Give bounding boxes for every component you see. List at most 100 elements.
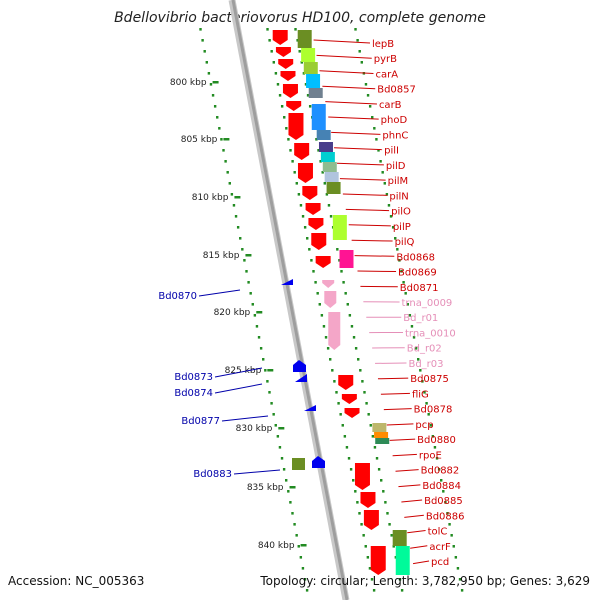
gene-label: pilQ [395, 237, 415, 248]
label-leader [357, 270, 397, 273]
tick-mark [278, 427, 285, 430]
cds-arrow-forward [341, 394, 357, 404]
track-dot [232, 204, 236, 207]
track-dot [369, 424, 372, 427]
label-leader [316, 54, 372, 59]
cds-arrow-forward [275, 47, 291, 57]
label-leader [380, 392, 410, 395]
category-block [372, 423, 387, 432]
track-dot [362, 534, 365, 537]
track-dot [419, 369, 422, 372]
category-block [324, 172, 339, 182]
gene-label: trna_0010 [405, 328, 456, 339]
gene-label: Bd_r02 [407, 344, 442, 355]
track-dot [218, 127, 221, 130]
tick-mark [300, 544, 307, 547]
track-dot [268, 39, 271, 42]
track-dot [346, 303, 349, 306]
gene-label: Bd0878 [414, 405, 453, 416]
gene-label: pyrB [374, 54, 397, 65]
accession-text: Accession: NC_005363 [8, 574, 145, 588]
track-dot [368, 105, 372, 108]
label-leader [233, 469, 281, 475]
track-dot [402, 281, 405, 284]
tick-mark [223, 138, 230, 141]
track-dot [368, 567, 372, 570]
track-dot [340, 270, 343, 273]
gene-label: Bd0886 [426, 511, 465, 522]
track-dot [435, 457, 439, 460]
track-dot [316, 292, 319, 295]
category-block [320, 152, 335, 162]
track-dot [391, 226, 395, 229]
track-dot [456, 567, 460, 570]
track-dot [440, 479, 443, 482]
track-dot [299, 204, 303, 207]
track-dot [296, 39, 299, 42]
label-leader [334, 147, 383, 151]
track-dot [287, 138, 290, 141]
cds-arrow-forward [294, 143, 310, 160]
track-dot [310, 259, 313, 262]
track-dot [388, 523, 391, 526]
track-dot [375, 457, 379, 460]
label-leader [354, 255, 395, 257]
gene-label: pilP [393, 222, 411, 233]
cds-arrow-forward [272, 30, 288, 45]
track-dot [372, 589, 376, 592]
track-dot [442, 490, 445, 493]
category-block [318, 142, 333, 152]
cds-arrow-forward [282, 84, 298, 98]
gene-label: Bd0857 [377, 85, 416, 96]
cds-arrow-forward [311, 233, 327, 250]
track-dot [344, 292, 347, 295]
map-title: Bdellovibrio bacteriovorus HD100, comple… [114, 10, 486, 26]
track-dot [360, 61, 363, 64]
track-dot [336, 248, 339, 251]
track-dot [423, 391, 426, 394]
label-leader [328, 116, 379, 120]
cds-arrow-forward [288, 113, 304, 140]
track-dot [278, 446, 282, 449]
gene-label: Bd_r01 [403, 313, 438, 324]
label-leader [392, 453, 417, 457]
track-dot [308, 105, 312, 108]
track-dot [338, 259, 341, 262]
track-dot [201, 39, 204, 42]
track-dot [342, 281, 345, 284]
track-dot [213, 105, 217, 108]
track-dot [276, 435, 280, 438]
cds-arrow-forward [338, 375, 354, 390]
track-dot [373, 446, 377, 449]
tick-mark [256, 311, 263, 314]
tick-mark [245, 254, 252, 257]
track-dot [352, 479, 355, 482]
track-dot [380, 479, 383, 482]
cds-arrow-forward [280, 71, 296, 81]
track-dot [205, 61, 208, 64]
track-dot [295, 534, 298, 537]
track-dot [211, 94, 215, 97]
track-dot [278, 94, 282, 97]
reverse-cds-arrow [304, 405, 316, 411]
gene-label: phoD [381, 115, 408, 126]
track-dot [375, 138, 378, 141]
reverse-cds-arrow [281, 279, 293, 285]
track-dot [323, 182, 326, 185]
rna-arrow [328, 312, 341, 350]
track-dot [243, 259, 246, 262]
track-dot [379, 160, 382, 163]
gene-label: pcd [431, 557, 449, 568]
gene-label: pilI [384, 146, 399, 157]
track-dot [358, 50, 361, 53]
track-dot [274, 424, 277, 427]
track-dot [421, 380, 424, 383]
reverse-cds-arrow [312, 456, 325, 468]
track-dot [363, 391, 366, 394]
track-dot [360, 523, 363, 526]
track-dot [365, 402, 368, 405]
cds-arrow-forward [286, 101, 302, 111]
gene-label: pilN [389, 191, 408, 202]
gene-label: Bd0870 [158, 291, 197, 302]
track-dot [321, 171, 324, 174]
